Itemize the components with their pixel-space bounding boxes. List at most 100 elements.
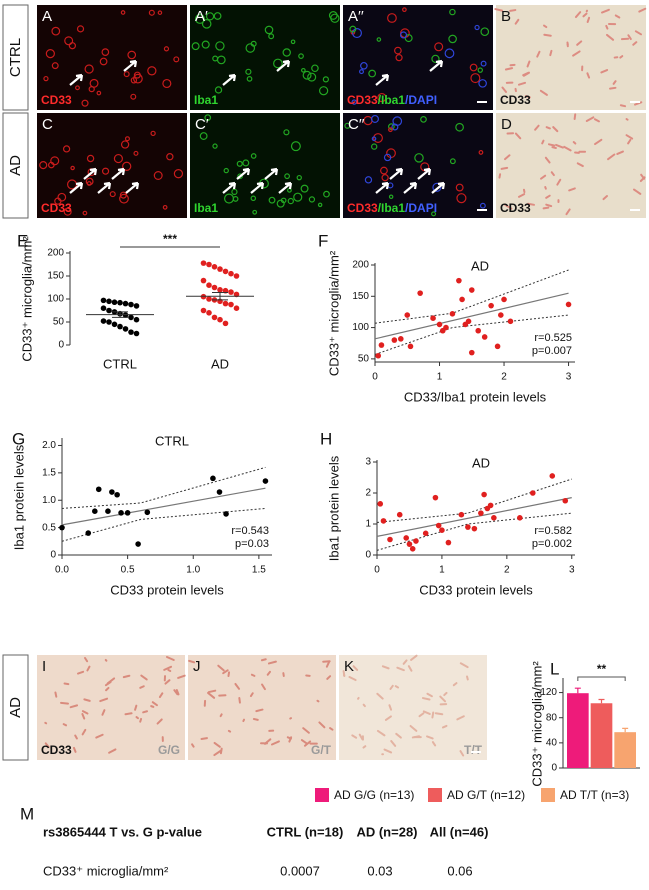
cell (380, 166, 388, 175)
dot (106, 307, 112, 314)
cell (619, 55, 624, 59)
arrow (375, 181, 390, 194)
y-tick-label: 150 (352, 291, 369, 302)
cell (539, 89, 548, 96)
cell (318, 86, 329, 96)
point (549, 473, 556, 479)
dot (111, 321, 118, 328)
cell (509, 9, 517, 12)
cell (625, 134, 634, 140)
cell (120, 140, 130, 149)
cell (173, 56, 180, 63)
cell (43, 75, 49, 82)
cell (250, 673, 256, 677)
y-axis-label: Iba1 protein levels (11, 444, 26, 550)
x-axis-label: CD33/Iba1 protein levels (404, 389, 547, 404)
cell (368, 69, 377, 78)
cell (133, 73, 143, 84)
cell (632, 41, 638, 46)
stain-label: CD33 (500, 93, 531, 107)
cell (545, 203, 553, 208)
cell (360, 61, 368, 70)
cell (201, 40, 210, 49)
point (478, 510, 484, 516)
cell (177, 674, 186, 679)
cell (441, 724, 448, 729)
cell (150, 705, 155, 708)
cell (614, 14, 621, 19)
cell (586, 72, 591, 79)
cell (449, 8, 456, 16)
dot (133, 303, 140, 309)
dot (206, 296, 212, 302)
stain-label: CD33/Iba1/DAPI (347, 201, 437, 215)
stain-part: /DAPI (405, 201, 437, 215)
x-tick-label: CTRL (103, 356, 137, 371)
table-header: rs3865444 T vs. G p-value (43, 824, 202, 839)
dot (128, 329, 134, 335)
x-tick-label: 2 (501, 372, 507, 383)
cell (84, 64, 94, 74)
y-tick-label: 200 (352, 260, 369, 271)
panel-letter: K (344, 658, 354, 675)
point (432, 494, 439, 501)
cell (242, 718, 246, 723)
cell (188, 659, 196, 664)
cell (264, 25, 274, 35)
cell (101, 48, 110, 56)
dot (211, 264, 218, 270)
cell (163, 665, 173, 671)
cell (396, 666, 405, 672)
cell (96, 90, 102, 96)
cell (439, 695, 447, 703)
cell (466, 675, 469, 681)
cell (585, 116, 595, 122)
cell (290, 141, 301, 152)
micrograph (496, 113, 646, 218)
cell (402, 7, 407, 13)
cell (357, 696, 360, 700)
cell (212, 143, 218, 149)
cell (479, 202, 486, 209)
cell (364, 176, 373, 184)
significance-bracket (577, 676, 626, 681)
error-bar (622, 727, 629, 733)
arrow (250, 181, 265, 194)
point (135, 541, 141, 547)
cell (388, 127, 393, 133)
cell (316, 699, 320, 703)
cell (167, 668, 172, 672)
cell (268, 196, 276, 204)
y-tick-label: 2.0 (42, 440, 56, 451)
cell (69, 704, 79, 709)
cell (191, 42, 200, 51)
cell (351, 28, 362, 39)
point (498, 312, 504, 318)
cell (74, 734, 78, 740)
stain-part: CD33 (347, 201, 378, 215)
arrow (276, 59, 291, 72)
cell (139, 717, 143, 723)
point (481, 491, 487, 498)
point (403, 535, 410, 541)
cell (86, 665, 91, 672)
dot (233, 273, 240, 279)
cell (565, 208, 571, 216)
cell (317, 202, 323, 208)
cell (551, 146, 557, 150)
group-label: CTRL (7, 38, 24, 77)
bar (567, 693, 589, 768)
table-cell: 0.0007 (280, 863, 320, 878)
panel-letter: J (193, 658, 201, 675)
cell (148, 9, 155, 16)
cell (477, 67, 483, 73)
x-tick-label: 2 (504, 565, 510, 576)
stain-part: /DAPI (405, 93, 437, 107)
cell (434, 712, 444, 716)
cell (431, 741, 437, 747)
x-tick-label: 0.0 (55, 565, 69, 576)
cell (213, 749, 223, 757)
cell (600, 8, 610, 14)
micrograph (37, 5, 187, 110)
x-tick-label: 1 (437, 372, 443, 383)
